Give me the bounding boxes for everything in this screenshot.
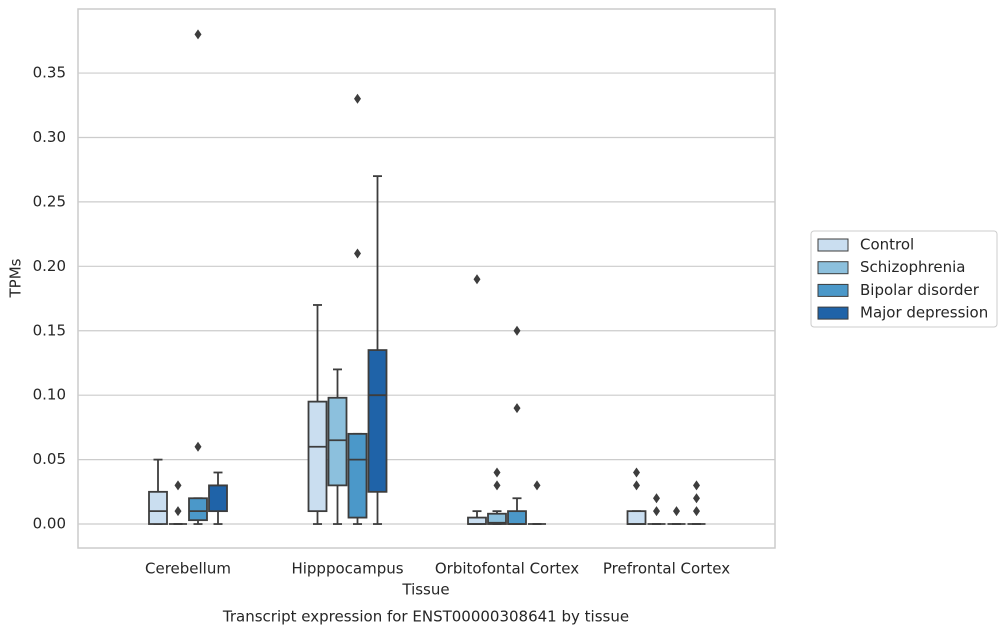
box	[367, 349, 388, 493]
x-tick-label: Orbitofontal Cortex	[435, 560, 579, 578]
legend-label: Schizophrenia	[860, 258, 965, 276]
outlier	[513, 325, 521, 336]
y-tick-label: 0.25	[33, 192, 66, 210]
outlier	[633, 480, 640, 491]
y-axis-label: TPMs	[7, 258, 25, 298]
outlier	[693, 493, 700, 504]
outlier	[513, 403, 521, 414]
y-tick-label: 0.20	[33, 257, 66, 275]
box	[188, 497, 208, 522]
outlier	[653, 506, 660, 517]
outlier	[354, 93, 361, 104]
box	[347, 432, 368, 519]
box	[148, 490, 168, 525]
legend-label: Major depression	[860, 304, 988, 322]
outlier	[693, 480, 700, 491]
x-tick-label: Hipppocampus	[291, 560, 403, 578]
x-tick-label: Cerebellum	[145, 560, 231, 578]
y-tick-label: 0.05	[33, 450, 66, 468]
x-tick-label: Prefrontal Cortex	[603, 560, 730, 578]
legend-swatch	[817, 283, 849, 297]
outlier	[194, 441, 202, 452]
legend-label: Control	[860, 236, 914, 254]
outlier	[533, 480, 541, 491]
outlier	[493, 480, 501, 491]
outlier	[174, 480, 182, 491]
outlier	[194, 29, 202, 40]
legend-swatch	[817, 261, 849, 275]
legend-label: Bipolar disorder	[860, 281, 980, 299]
legend-swatch	[817, 238, 849, 252]
x-axis-label: Tissue	[401, 581, 449, 599]
legend-frame	[810, 230, 998, 328]
box	[626, 510, 647, 525]
y-tick-label: 0.10	[33, 386, 66, 404]
outlier	[493, 467, 501, 478]
y-tick-label: 0.15	[33, 321, 66, 339]
outlier	[673, 506, 680, 517]
outlier	[693, 506, 700, 517]
box	[208, 484, 228, 513]
box	[327, 396, 348, 487]
y-tick-label: 0.35	[33, 64, 66, 82]
chart-title: Transcript expression for ENST0000030864…	[222, 608, 629, 626]
box	[307, 400, 328, 513]
y-tick-label: 0.00	[33, 515, 66, 533]
box	[467, 516, 487, 525]
outlier	[473, 274, 481, 285]
outlier	[633, 467, 640, 478]
outlier	[174, 506, 182, 517]
legend-swatch	[817, 306, 849, 320]
outlier	[653, 493, 660, 504]
plot-frame	[77, 8, 776, 549]
outlier	[354, 248, 361, 259]
box	[507, 510, 527, 525]
y-tick-label: 0.30	[33, 128, 66, 146]
box	[487, 512, 507, 525]
